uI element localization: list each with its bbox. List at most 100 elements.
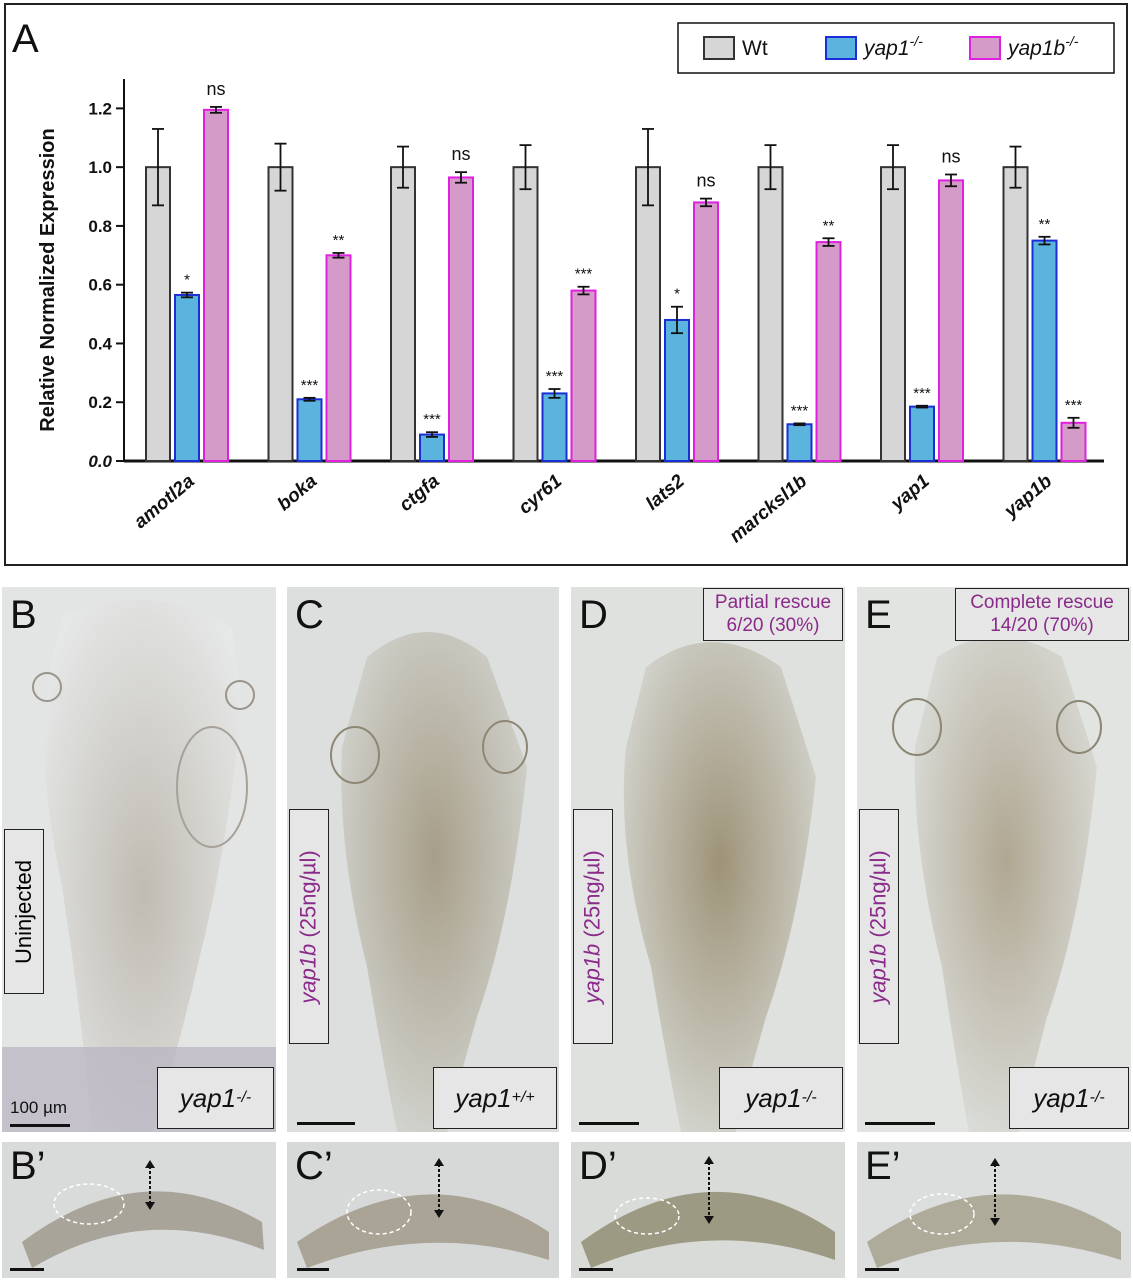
scale-bar-b: [10, 1124, 70, 1127]
scale-bar-d: [579, 1122, 639, 1125]
condition-label-uninjected: Uninjected: [4, 829, 44, 994]
bar-yap1b-lats2: [693, 201, 719, 463]
significance-label: **: [1039, 216, 1051, 233]
y-tick-label: 0.2: [88, 393, 112, 412]
significance-label: ns: [696, 171, 715, 191]
condition-conc: (25ng/µl): [296, 849, 321, 944]
significance-label: *: [184, 272, 190, 289]
x-tick-label-lats2: lats2: [642, 470, 689, 514]
significance-label: **: [823, 217, 835, 234]
bar-yap1-yap1b: [1031, 239, 1058, 462]
panel-label-d: D: [579, 593, 608, 637]
bar-yap1-yap1: [909, 405, 935, 462]
embryo-head-image-d: [571, 587, 845, 1132]
legend-box: [677, 22, 1115, 74]
bar-yap1b-boka: [325, 254, 352, 462]
y-tick-label: 0.8: [88, 217, 112, 236]
x-tick-label-marcksl1b: marcksl1b: [726, 470, 812, 547]
x-tick-label-yap1b: yap1b: [1000, 470, 1057, 522]
condition-gene: yap1b: [296, 943, 321, 1004]
y-tick-label: 0.4: [88, 334, 112, 353]
condition-conc: (25ng/µl): [580, 849, 605, 944]
significance-label: ***: [546, 368, 564, 385]
embryo-head-image-b: [2, 587, 276, 1132]
micrograph-c: C yap1b (25ng/µl) yap1 +/+: [287, 587, 559, 1132]
scale-bar-e: [865, 1122, 935, 1125]
significance-label: ***: [423, 411, 441, 428]
bar-yap1-lats2: [664, 318, 690, 463]
side-view-image-c: [287, 1142, 559, 1278]
bar-Wt-lats2: [635, 166, 661, 462]
bar-yap1b-ctgfa: [448, 176, 474, 462]
legend-label-yap1: yap1-/-: [862, 33, 923, 60]
embryo-head-image-e: [857, 587, 1131, 1132]
x-tick-label-amotl2a: amotl2a: [130, 470, 199, 533]
significance-label: ns: [451, 144, 470, 164]
genotype-sup: -/-: [236, 1089, 252, 1106]
panel-label-b-prime: B’: [10, 1144, 46, 1188]
legend-label-Wt: Wt: [742, 37, 768, 60]
panel-label-e: E: [865, 593, 892, 637]
bar-yap1b-cyr61: [570, 289, 597, 463]
rescue-ratio: 14/20 (70%): [990, 615, 1094, 636]
scale-text: 100 µm: [10, 1098, 68, 1117]
panel-label-d-prime: D’: [579, 1144, 617, 1188]
genotype-label-d: yap1 -/-: [719, 1067, 843, 1129]
bar-yap1-amotl2a: [174, 293, 200, 462]
micrograph-b: B Uninjected yap1 -/- 100 µm: [2, 587, 276, 1132]
condition-label-e: yap1b (25ng/µl): [859, 809, 899, 1044]
rescue-type: Complete rescue: [970, 592, 1114, 613]
micrograph-d-prime: D’: [571, 1142, 845, 1278]
bar-yap1-ctgfa: [419, 433, 445, 462]
genotype-gene: yap1: [745, 1082, 802, 1113]
bar-Wt-ctgfa: [390, 166, 416, 462]
genotype-sup: -/-: [801, 1089, 817, 1106]
significance-label: **: [333, 232, 345, 249]
condition-label-c: yap1b (25ng/µl): [289, 809, 329, 1044]
bar-yap1b-yap1: [938, 179, 964, 462]
y-axis-label: Relative Normalized Expression: [37, 128, 59, 431]
legend-label-yap1b: yap1b-/-: [1006, 33, 1079, 60]
panel-label-c-prime: C’: [295, 1144, 333, 1188]
genotype-label-e: yap1 -/-: [1009, 1067, 1129, 1129]
genotype-label-b: yap1 -/-: [157, 1067, 274, 1129]
legend-swatch-yap1b: [969, 36, 1001, 60]
bar-Wt-yap1b: [1002, 166, 1029, 462]
significance-label: ***: [791, 402, 809, 419]
x-tick-label-yap1: yap1: [886, 471, 933, 516]
embryo-head-image-c: [287, 587, 559, 1132]
significance-label: ***: [1065, 397, 1083, 414]
x-tick-label-ctgfa: ctgfa: [395, 470, 444, 516]
bar-Wt-yap1: [880, 166, 906, 462]
bar-yap1b-amotl2a: [203, 108, 229, 462]
micrograph-e-prime: E’: [857, 1142, 1131, 1278]
bar-Wt-boka: [267, 166, 294, 462]
y-tick-label: 1.0: [88, 158, 112, 177]
rescue-label-d: Partial rescue 6/20 (30%): [703, 588, 843, 641]
rescue-ratio: 6/20 (30%): [726, 615, 820, 636]
panel-label-b: B: [10, 593, 37, 637]
condition-text: Uninjected: [11, 859, 37, 964]
genotype-label-c: yap1 +/+: [433, 1067, 557, 1129]
significance-label: ***: [301, 377, 319, 394]
genotype-sup: +/+: [511, 1089, 535, 1106]
bar-yap1-boka: [296, 398, 323, 462]
bar-Wt-amotl2a: [145, 166, 171, 462]
bar-Wt-marcksl1b: [757, 166, 784, 462]
genotype-sup: -/-: [1089, 1089, 1105, 1106]
condition-text-e: yap1b (25ng/µl): [866, 850, 892, 1003]
panel-label-a: A: [12, 17, 39, 61]
x-tick-label-cyr61: cyr61: [515, 471, 567, 519]
condition-text-d: yap1b (25ng/µl): [580, 850, 606, 1003]
significance-label: ns: [941, 147, 960, 167]
genotype-gene: yap1: [179, 1082, 237, 1113]
condition-label-d: yap1b (25ng/µl): [573, 809, 613, 1044]
panel-a-chart: A 0.0 0.2 0.4 0.6 0.8 1.0 1.2 Relative Normaliz…: [4, 3, 1128, 566]
significance-label: *: [674, 286, 680, 303]
condition-text-c: yap1b (25ng/µl): [296, 850, 322, 1003]
genotype-gene: yap1: [1033, 1082, 1090, 1113]
condition-conc: (25ng/µl): [866, 849, 891, 944]
side-view-image-e: [857, 1142, 1131, 1278]
condition-gene: yap1b: [580, 943, 605, 1004]
bar-chart: 0.0 0.2 0.4 0.6 0.8 1.0 1.2 Relative Normalized…: [37, 22, 1115, 547]
